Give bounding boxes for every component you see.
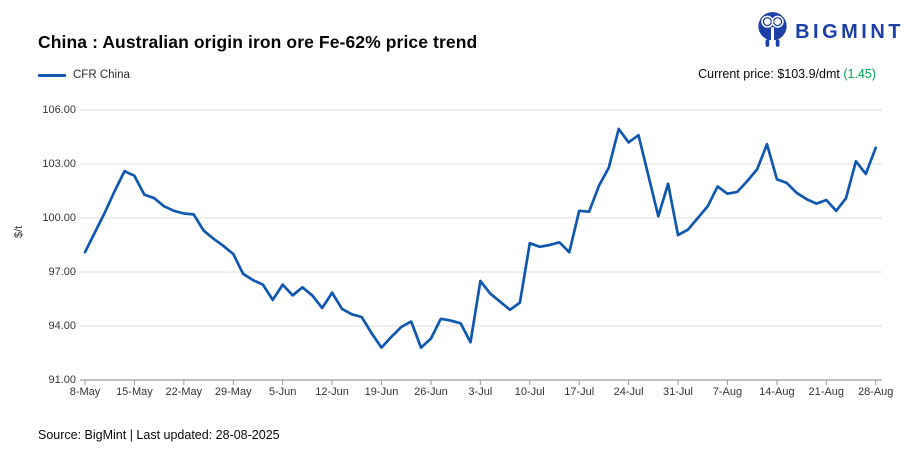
x-axis-tick-label: 28-Aug	[857, 386, 894, 398]
x-axis-tick-label: 24-Jul	[613, 386, 644, 398]
x-axis-tick-label: 19-Jun	[364, 386, 399, 398]
y-axis-tick-label: 106.00	[42, 103, 76, 116]
bigmint-logo: BIGMINT	[756, 11, 904, 53]
x-axis-tick-label: 15-May	[116, 386, 153, 398]
price-line-cfr-china	[83, 127, 878, 349]
bigmint-logo-icon	[756, 11, 789, 53]
y-axis-tick-label: 103.00	[42, 157, 76, 170]
x-axis-tick-label: 12-Jun	[315, 386, 349, 398]
source-note: Source: BigMint | Last updated: 28-08-20…	[38, 428, 280, 442]
legend-series-label: CFR China	[73, 69, 130, 81]
x-axis-tick-label: 8-May	[69, 386, 101, 398]
x-axis-tick-label: 31-Jul	[663, 386, 693, 398]
bigmint-logo-text: BIGMINT	[795, 20, 904, 43]
y-axis-tick-label: 97.00	[48, 265, 76, 278]
x-axis-tick-label: 10-Jul	[514, 386, 545, 398]
x-axis-tick-label: 21-Aug	[808, 386, 845, 398]
legend-line-marker	[38, 73, 66, 77]
y-axis-tick-label: 91.00	[48, 373, 76, 386]
current-price-value: $103.9/dmt	[777, 67, 840, 81]
x-axis-tick-label: 26-Jun	[414, 386, 448, 398]
current-price-change: (1.45)	[843, 67, 876, 81]
legend: CFR China	[38, 69, 130, 81]
x-axis-tick-label: 3-Jul	[468, 386, 493, 398]
current-price: Current price: $103.9/dmt (1.45)	[698, 67, 876, 81]
y-axis-tick-label: 94.00	[48, 319, 76, 332]
y-axis-title: $/t	[13, 225, 25, 238]
x-axis-tick-label: 17-Jul	[564, 386, 595, 398]
x-axis-tick-label: 5-Jun	[268, 386, 297, 398]
x-axis-tick-label: 7-Aug	[712, 386, 743, 398]
y-axis-tick-label: 100.00	[42, 211, 76, 224]
current-price-label: Current price:	[698, 67, 774, 81]
x-axis-tick-label: 14-Aug	[759, 386, 795, 398]
x-axis-tick-label: 22-May	[165, 386, 203, 398]
chart-title: China : Australian origin iron ore Fe-62…	[38, 32, 478, 52]
x-axis-tick-label: 29-May	[214, 386, 252, 398]
